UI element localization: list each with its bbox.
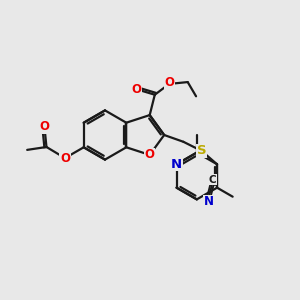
Text: O: O — [145, 148, 155, 161]
Text: O: O — [40, 121, 50, 134]
Text: O: O — [60, 152, 70, 165]
Text: O: O — [164, 76, 174, 89]
Text: S: S — [197, 144, 206, 158]
Text: C: C — [209, 175, 216, 185]
Text: O: O — [131, 83, 141, 96]
Text: N: N — [203, 195, 214, 208]
Text: N: N — [171, 158, 182, 171]
